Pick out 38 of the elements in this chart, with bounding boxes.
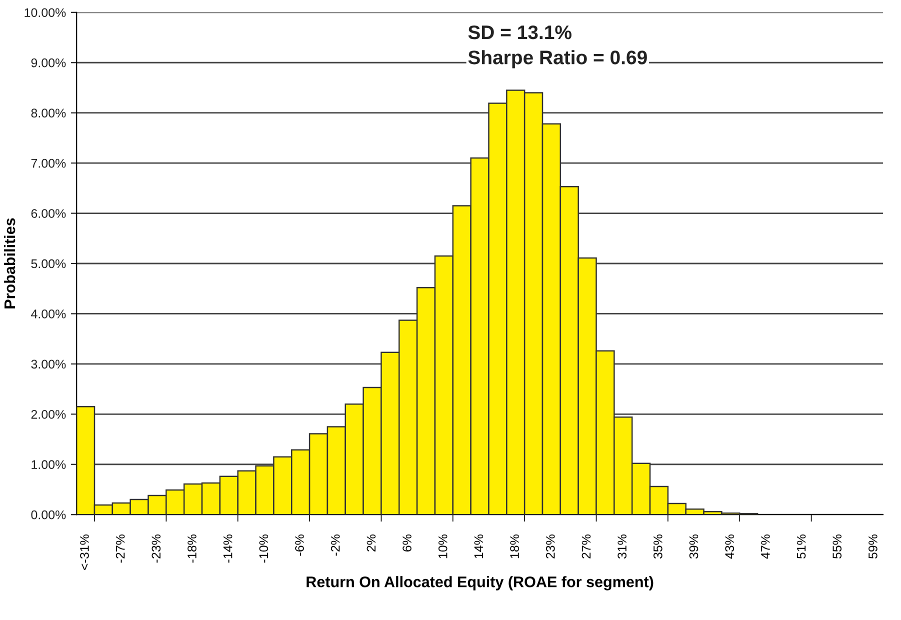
x-tick-label: 18% — [510, 534, 519, 558]
y-tick-label: 2.00% — [31, 410, 66, 419]
x-tick-label: 23% — [546, 534, 555, 558]
x-tick-label: -10% — [259, 534, 268, 563]
x-tick-label: 51% — [796, 534, 806, 559]
x-tick-label: 27% — [582, 534, 591, 558]
y-tick-label: 8.00% — [31, 108, 66, 118]
y-tick-label: 6.00% — [31, 209, 66, 218]
x-tick-label: -18% — [188, 534, 196, 563]
x-axis-title: Return On Allocated Equity (ROAE for segment) — [306, 576, 654, 590]
y-tick-label: 7.00% — [31, 158, 66, 168]
x-tick-label: 55% — [832, 534, 842, 559]
y-tick-label: 10.00% — [24, 8, 66, 18]
x-tick-label: <-31% — [80, 534, 89, 570]
x-tick-label: -6% — [295, 534, 304, 556]
x-tick-label: -23% — [152, 534, 161, 563]
annotation: Sharpe Ratio = 0.69 — [468, 50, 647, 68]
x-tick-label: 47% — [761, 534, 770, 559]
y-tick-label: 3.00% — [31, 360, 66, 369]
x-tick-label: 31% — [618, 534, 626, 559]
y-tick-label: 0.00% — [31, 510, 66, 520]
y-tick-label: 9.00% — [31, 58, 66, 68]
x-tick-label: 59% — [868, 534, 878, 559]
x-tick-label: 10% — [438, 534, 448, 558]
x-tick-label: -2% — [330, 534, 340, 556]
y-tick-label: 5.00% — [31, 259, 66, 268]
x-tick-label: 43% — [725, 534, 734, 559]
x-tick-label: 39% — [689, 534, 698, 559]
x-tick-label: 6% — [402, 534, 412, 552]
y-tick-label: 1.00% — [32, 460, 66, 470]
x-tick-label: 14% — [474, 534, 484, 558]
x-tick-label: 2% — [366, 534, 376, 552]
x-tick-label: 35% — [653, 534, 662, 559]
annotation: SD = 13.1% — [468, 25, 572, 40]
x-tick-label: -27% — [116, 534, 125, 563]
y-axis-title: Probabilities — [4, 218, 16, 308]
y-tick-label: 4.00% — [31, 310, 66, 318]
x-tick-label: -14% — [223, 534, 232, 563]
